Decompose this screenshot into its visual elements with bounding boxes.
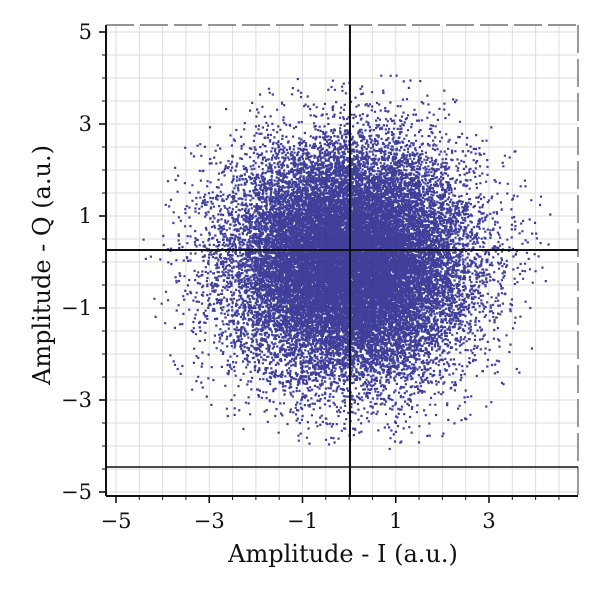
y-tick-label: 1 xyxy=(79,204,92,228)
y-tick-label: −3 xyxy=(61,388,92,412)
y-tick-label: −5 xyxy=(61,480,92,504)
x-tick-label: 1 xyxy=(389,509,402,533)
x-axis-title: Amplitude - I (a.u.) xyxy=(227,540,458,568)
x-tick-label: 3 xyxy=(482,509,495,533)
scatter-points xyxy=(142,74,552,451)
plot-frame xyxy=(105,24,579,497)
y-tick-label: −1 xyxy=(61,296,92,320)
y-tick-label: 5 xyxy=(79,20,92,44)
y-axis-ticks: 5 3 1 −1 −3 −5 xyxy=(61,20,106,504)
y-axis-title: Amplitude - Q (a.u.) xyxy=(28,145,56,386)
data-points xyxy=(142,74,552,451)
y-tick-label: 3 xyxy=(79,112,92,136)
x-tick-label: −1 xyxy=(287,509,318,533)
x-tick-label: −5 xyxy=(101,509,132,533)
x-axis-ticks: −5 −3 −1 1 3 xyxy=(101,496,560,533)
x-tick-label: −3 xyxy=(194,509,225,533)
